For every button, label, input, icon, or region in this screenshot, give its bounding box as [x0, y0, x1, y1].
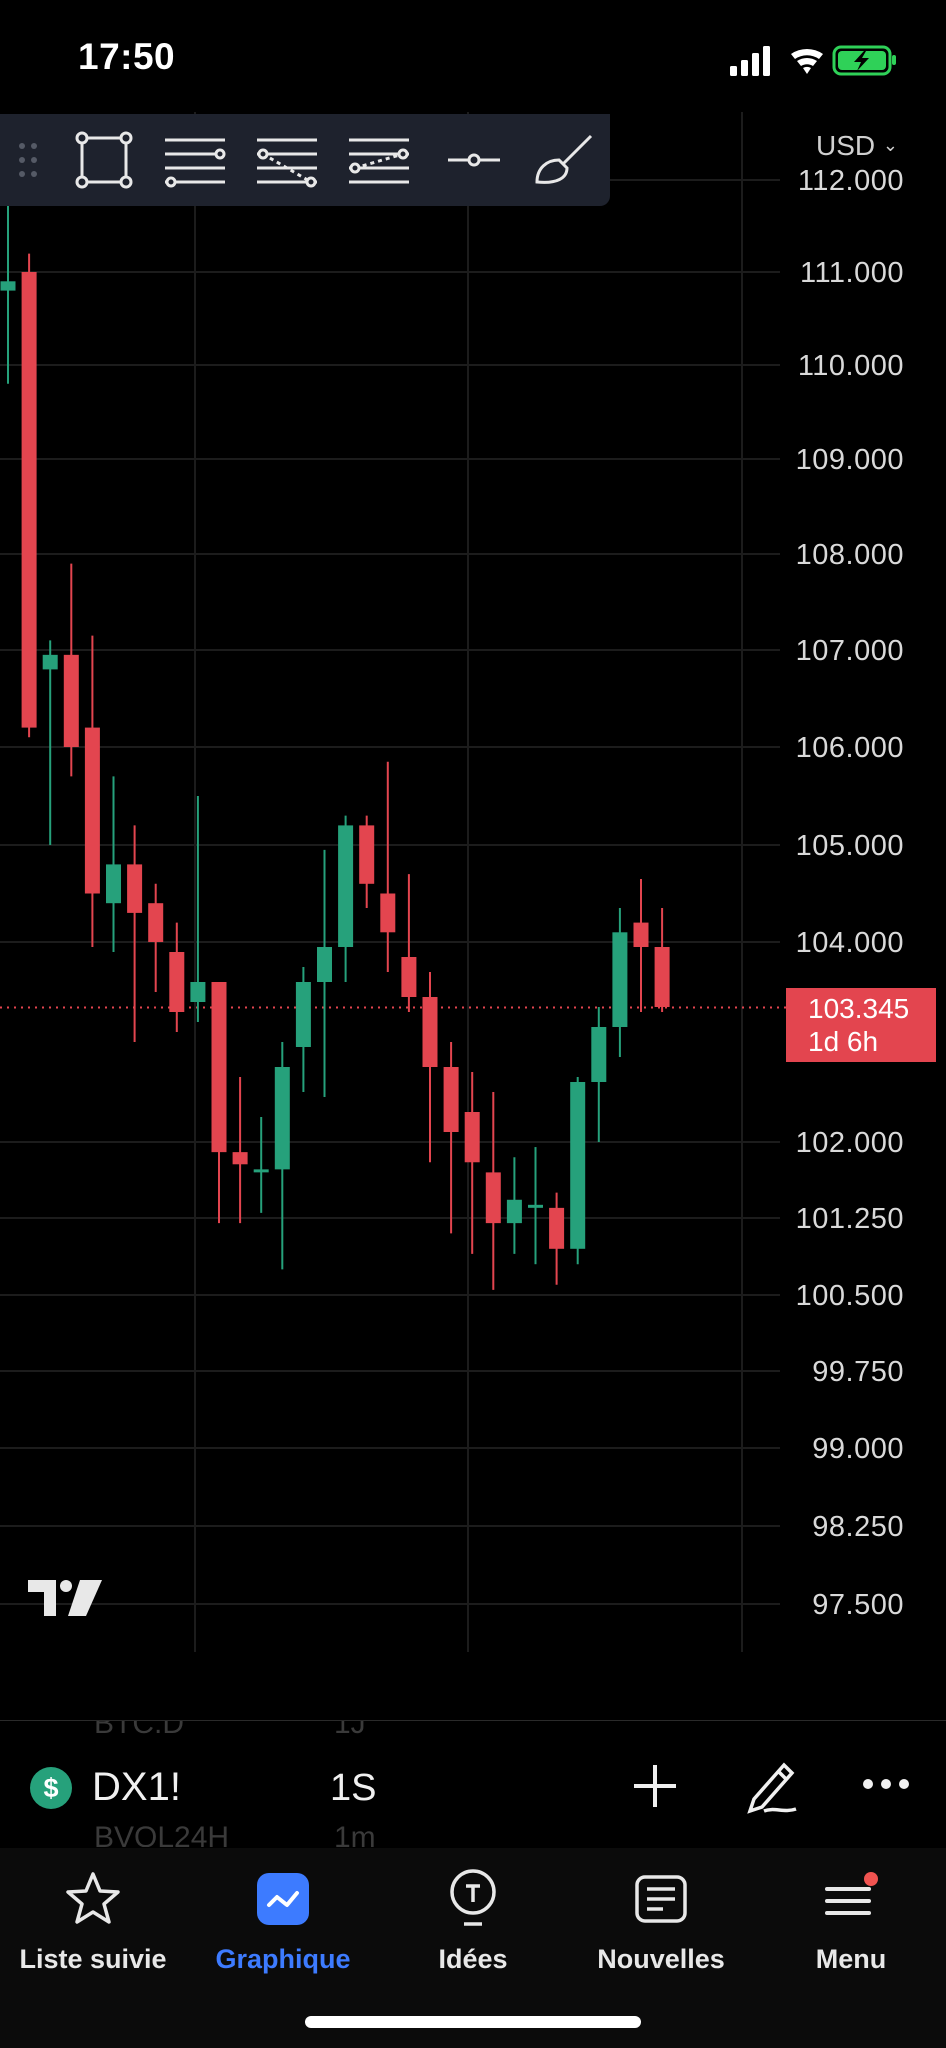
- candle-body: [232, 1152, 248, 1165]
- current-price-tag: 103.345 1d 6h: [786, 988, 936, 1062]
- more-options-icon[interactable]: [862, 1777, 910, 1796]
- status-time: 17:50: [78, 36, 176, 77]
- tab-menu[interactable]: Menu: [756, 1866, 946, 1975]
- fib-retracement-tool-icon[interactable]: [252, 126, 324, 194]
- interval-selector[interactable]: 1S: [330, 1767, 377, 1809]
- tab-label: Idées: [438, 1944, 508, 1974]
- candle-body: [422, 997, 438, 1067]
- candle-body: [253, 1169, 269, 1173]
- home-indicator: [305, 2016, 641, 2028]
- price-axis-label: 106.000: [796, 732, 904, 764]
- price-axis-label: 105.000: [796, 830, 904, 862]
- candle-body: [148, 903, 164, 942]
- candle-body: [21, 272, 37, 728]
- hamburger-menu-icon: [756, 1866, 946, 1932]
- tab-chart[interactable]: Graphique: [188, 1866, 378, 1975]
- candle-body: [633, 922, 649, 947]
- price-axis-label: 107.000: [796, 635, 904, 667]
- price-chart[interactable]: 112.000 111.000 110.000 109.000 108.000 107.0…: [0, 112, 946, 1652]
- candle-body: [0, 281, 16, 291]
- price-axis-label: 99.000: [812, 1433, 904, 1465]
- candlestick-chart[interactable]: 112.000 111.000 110.000 109.000 108.000 107.0…: [0, 112, 946, 1652]
- price-axis-label: 99.750: [812, 1356, 904, 1388]
- ghost-symbol: BVOL24H: [94, 1821, 230, 1847]
- candle-body: [190, 982, 206, 1002]
- battery-charging-icon: [832, 45, 896, 76]
- brush-tool-icon[interactable]: [530, 126, 598, 194]
- candle-body: [63, 654, 79, 747]
- ghost-symbol: BTC.D: [94, 1720, 184, 1740]
- candle-body: [528, 1204, 543, 1208]
- candle-body: [42, 654, 58, 670]
- cellular-signal-icon: [730, 46, 770, 76]
- tab-label: Liste suivie: [19, 1944, 167, 1974]
- candle-body: [295, 982, 311, 1047]
- candle-body: [211, 982, 227, 1153]
- wifi-icon: [791, 48, 823, 74]
- drag-handle-icon[interactable]: [0, 126, 56, 194]
- candle-body: [169, 952, 185, 1012]
- bar-countdown: 1d 6h: [808, 1026, 879, 1057]
- candle-body: [654, 947, 670, 1007]
- rectangle-tool-icon[interactable]: [70, 126, 138, 194]
- candle-body: [485, 1172, 501, 1224]
- chevron-down-icon: ⌄: [882, 135, 898, 155]
- tab-watchlist[interactable]: Liste suivie: [0, 1866, 188, 1975]
- candle-body: [506, 1199, 522, 1224]
- tradingview-logo[interactable]: [28, 1578, 104, 1623]
- price-axis-label: 111.000: [800, 257, 904, 289]
- candle-body: [84, 727, 100, 894]
- candle-body: [274, 1067, 290, 1170]
- dollar-icon: $: [30, 1767, 72, 1809]
- candle-body: [338, 825, 354, 947]
- candle-body: [464, 1112, 480, 1163]
- drawing-toolbar: [0, 114, 610, 206]
- price-axis-label: 109.000: [796, 444, 904, 476]
- candle-body: [549, 1207, 565, 1249]
- price-axis-label: 102.000: [796, 1127, 904, 1159]
- horizontal-line-tool-icon[interactable]: [440, 126, 508, 194]
- current-price-value: 103.345: [808, 993, 910, 1024]
- tab-ideas[interactable]: Idées: [378, 1866, 568, 1975]
- candle-body: [359, 825, 375, 884]
- candle-body: [443, 1067, 459, 1132]
- notification-dot-icon: [864, 1872, 878, 1886]
- chart-icon: [188, 1866, 378, 1932]
- candle-body: [127, 864, 143, 913]
- candle-body: [570, 1082, 586, 1249]
- price-axis-label: 104.000: [796, 927, 904, 959]
- add-icon[interactable]: [630, 1761, 680, 1816]
- newspaper-icon: [566, 1866, 756, 1932]
- ghost-interval: 1J: [334, 1720, 366, 1740]
- candle-body: [380, 893, 396, 933]
- fib-extension-tool-icon[interactable]: [344, 126, 416, 194]
- symbol-bar: BTC.D 1J BVOL24H 1m $ DX1! 1S: [0, 1720, 946, 1847]
- currency-selector[interactable]: USD ⌄: [816, 130, 898, 162]
- price-axis-label: 98.250: [812, 1511, 904, 1543]
- price-axis-label: 108.000: [796, 539, 904, 571]
- price-axis-label: 110.000: [798, 350, 904, 382]
- tab-bar: Liste suivie Graphique Idées Nouvelles: [0, 1848, 946, 2048]
- price-axis-label: 101.250: [796, 1203, 904, 1235]
- tab-label: Graphique: [215, 1944, 351, 1974]
- tab-news[interactable]: Nouvelles: [566, 1866, 756, 1975]
- parallel-lines-tool-icon[interactable]: [160, 126, 232, 194]
- candle-body: [612, 932, 628, 1027]
- candle-body: [317, 947, 332, 982]
- status-icons: [730, 42, 900, 78]
- candle-body: [401, 957, 417, 997]
- candle-body: [591, 1027, 607, 1082]
- tab-label: Menu: [815, 1944, 887, 1974]
- symbol-selector[interactable]: DX1!: [92, 1765, 181, 1809]
- lightbulb-icon: [378, 1866, 568, 1932]
- ghost-interval: 1m: [334, 1821, 376, 1847]
- currency-label: USD: [816, 130, 876, 161]
- price-axis-label: 97.500: [812, 1589, 904, 1621]
- tab-label: Nouvelles: [597, 1944, 725, 1974]
- candle-body: [106, 864, 121, 904]
- pencil-icon[interactable]: [744, 1757, 800, 1820]
- star-icon: [0, 1866, 188, 1932]
- price-axis-label: 100.500: [796, 1280, 904, 1312]
- price-axis-label: 112.000: [798, 165, 904, 197]
